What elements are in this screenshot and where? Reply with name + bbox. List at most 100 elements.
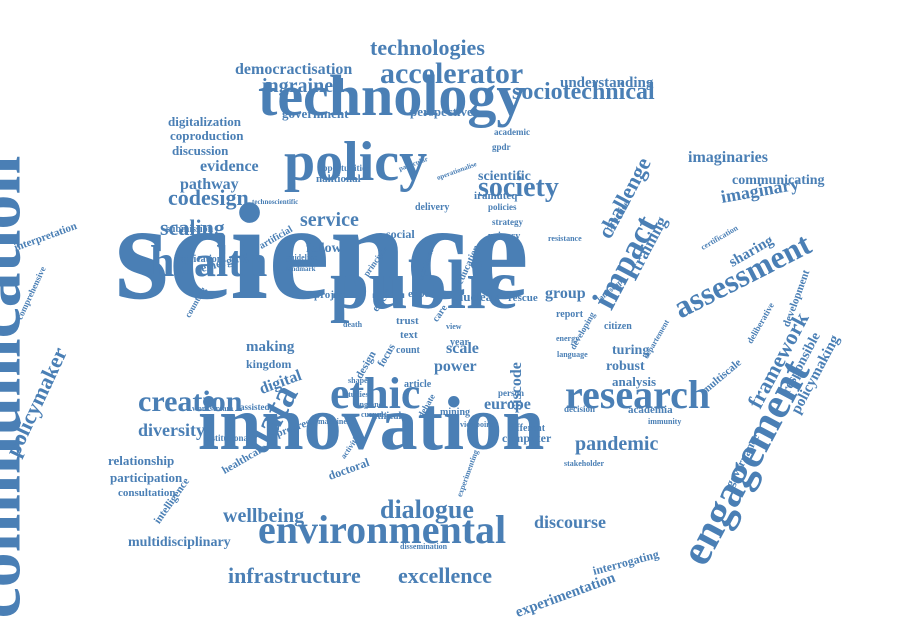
- word-ethic: ethic: [330, 368, 421, 418]
- word-communicating: communicating: [732, 172, 825, 188]
- word-count: count: [396, 344, 420, 356]
- word-focus: focus: [375, 341, 398, 369]
- word-trust: trust: [396, 314, 419, 327]
- word-relationship: relationship: [108, 453, 175, 469]
- word-nahtional: nahtional: [316, 172, 361, 185]
- word-robust: robust: [606, 358, 645, 374]
- word-pathway: pathway: [180, 175, 239, 193]
- word-environmental: environmental: [258, 507, 507, 553]
- word-fellow: fellow: [306, 240, 342, 256]
- word-nuclear: nuclear: [456, 289, 498, 305]
- word-accelerator: accelerator: [380, 57, 524, 91]
- word-studies: studies: [345, 390, 369, 400]
- word-ethical: ethical: [373, 410, 402, 422]
- word-communication: communication: [0, 155, 36, 618]
- word-current: current: [361, 410, 387, 420]
- word-power: power: [434, 357, 477, 375]
- word-understanding: understanding: [560, 74, 654, 91]
- word-experimentation: experimentation: [513, 569, 618, 621]
- word-decision: decision: [564, 403, 596, 414]
- word-turing: turing: [612, 342, 650, 358]
- word-viewpoint: viewpoint: [460, 420, 494, 430]
- word-academic: academic: [494, 126, 530, 137]
- word-energy: energy: [556, 334, 580, 344]
- word-health: health: [150, 236, 268, 286]
- word-coproduction: coproduction: [170, 128, 244, 144]
- word-discussion: discussion: [172, 143, 229, 159]
- word-death: death: [343, 320, 363, 330]
- word-dissemination: dissemination: [400, 542, 448, 552]
- word-multidisciplinary: multidisciplinary: [128, 534, 231, 550]
- word-landmark: landmark: [286, 265, 316, 274]
- word-analysis: analysis: [612, 374, 657, 390]
- word-article: article: [404, 378, 432, 390]
- word-imaginaries: imaginaries: [688, 148, 768, 166]
- word-europe: europe: [484, 395, 531, 413]
- word-report: report: [556, 308, 584, 320]
- word-strategy: strategy: [492, 216, 523, 227]
- word-computer: computer: [502, 431, 552, 446]
- word-certification: certification: [699, 223, 740, 253]
- word-gpdr: gpdr: [492, 141, 511, 152]
- word-departement: departement: [641, 318, 672, 361]
- word-expert: expert: [408, 287, 438, 300]
- word-ingrained: ingrained: [262, 74, 345, 97]
- word-text: text: [400, 328, 418, 341]
- word-dialogue: dialogue: [380, 494, 474, 524]
- word-technologies: technologies: [370, 34, 485, 60]
- word-shape: shape: [348, 376, 368, 386]
- word-wellbeing: wellbeing: [223, 504, 305, 527]
- word-research: research: [565, 372, 711, 418]
- word-social: social: [386, 227, 415, 242]
- word-view: view: [446, 322, 462, 332]
- word-opportunities: opportunities: [318, 162, 370, 173]
- word-codesign: codesign: [168, 184, 249, 210]
- word-assisted: assisted: [240, 401, 270, 412]
- word-innovation: innovation: [198, 381, 545, 466]
- word-society: society: [478, 172, 559, 204]
- word-making: making: [246, 338, 295, 355]
- word-rescue: rescue: [508, 291, 538, 304]
- word-participation: participation: [110, 470, 183, 486]
- word-project: project: [314, 288, 348, 301]
- word-academia: academia: [628, 403, 673, 416]
- word-resistance: resistance: [548, 234, 582, 244]
- word-scaling: scaling: [160, 214, 225, 240]
- word-year: year: [450, 336, 469, 348]
- word-discourse: discourse: [534, 512, 606, 533]
- word-citizen: citizen: [604, 320, 632, 332]
- word-different: different: [508, 422, 546, 434]
- word-service: service: [300, 208, 359, 231]
- word-evidence: evidence: [200, 157, 259, 175]
- word-guideline: guideline: [286, 253, 318, 263]
- word-digitalization: digitalization: [168, 114, 241, 130]
- word-creation: creation: [138, 385, 243, 419]
- word-interrogating: interrogating: [591, 546, 661, 579]
- word-perspective: perspective: [410, 104, 473, 120]
- word-sociotechnical: sociotechnical: [512, 79, 655, 106]
- word-person: person: [498, 387, 525, 398]
- word-deliberative: deliberative: [744, 300, 777, 345]
- word-diversity: diversity: [138, 420, 205, 441]
- word-language: language: [557, 350, 588, 360]
- word-government: government: [282, 106, 349, 122]
- word-democractisation: democractisation: [235, 60, 353, 78]
- word-scale: scale: [446, 339, 479, 357]
- word-group: group: [545, 284, 586, 302]
- word-policies: policies: [488, 201, 517, 212]
- word-policy: policy: [284, 131, 428, 194]
- word-technology: technology: [258, 63, 526, 129]
- word-institutional: institutional: [204, 432, 251, 443]
- word-science: science: [115, 174, 529, 328]
- word-iramuteq: iramuteq: [474, 189, 518, 202]
- word-implication: implication: [174, 253, 223, 265]
- word-england: england: [356, 400, 384, 410]
- word-workstream: workstream: [192, 404, 234, 414]
- word-kingdom: kingdom: [246, 357, 292, 372]
- word-siscode: siscode: [507, 361, 525, 410]
- word-submission: submission: [166, 223, 214, 235]
- word-infrastructure: infrastructure: [228, 562, 361, 588]
- word-delivery: delivery: [415, 201, 450, 213]
- word-mining: mining: [440, 406, 471, 418]
